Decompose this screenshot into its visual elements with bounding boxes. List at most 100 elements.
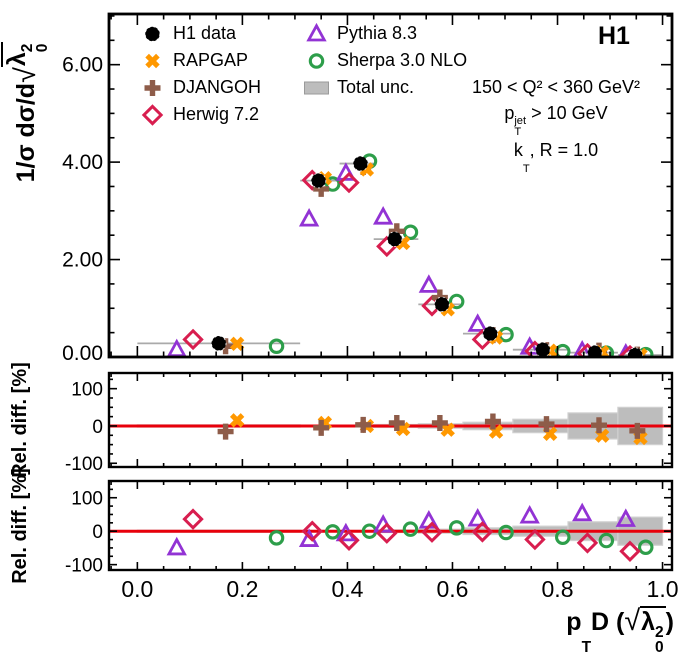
legend-label: Herwig 7.2 <box>173 104 260 124</box>
kinematic-cuts: 150 < Q² < 360 GeV² p jet T > 10 GeV k T, … <box>442 74 670 174</box>
h1-legend-marker <box>144 25 161 42</box>
lambda-symbol: λ <box>3 52 32 67</box>
main-content <box>137 153 663 358</box>
herwig-marker <box>182 328 204 351</box>
pythia-marker <box>519 505 540 524</box>
legend-item-pythia: Pythia 8.3 <box>303 20 467 47</box>
y-axis-title-main: 1/σ dσ/d √ λ 2 0 <box>1 4 51 220</box>
herwig-marker <box>182 508 204 530</box>
rel-diff-models-frame <box>107 479 674 572</box>
h1-marker <box>482 325 498 342</box>
djangoh-marker <box>590 417 607 434</box>
y-tick-label: 100 <box>71 489 103 510</box>
djangoh-marker <box>538 416 555 433</box>
djangoh-marker-icon <box>139 75 166 101</box>
h1-marker <box>627 347 643 358</box>
djangoh-marker <box>355 416 372 433</box>
herwig-marker <box>376 522 398 544</box>
legend-left-column: H1 data RAPGAP DJANGOH Herwig 7.2 <box>139 20 261 128</box>
legend-label: Total unc. <box>337 77 415 97</box>
y-axis-title-ratio-bottom: Rel. diff. [%] <box>8 468 31 584</box>
sqrt-icon: √ <box>9 67 42 83</box>
legend-item-h1-data: H1 data <box>139 20 261 47</box>
sherpa-marker <box>324 524 341 540</box>
y-tick-label: 2.00 <box>62 249 103 272</box>
legend-item-djangoh: DJANGOH <box>139 74 261 101</box>
sherpa-marker <box>637 539 654 555</box>
h1-marker <box>387 231 403 247</box>
pythia-marker <box>372 206 394 225</box>
y-tick-label: 6.00 <box>62 54 103 77</box>
sherpa-marker <box>402 521 419 537</box>
djangoh-marker <box>217 423 234 440</box>
legend-label: DJANGOH <box>173 77 262 97</box>
herwig-marker <box>421 521 443 543</box>
uncertainty-band-icon <box>303 75 330 101</box>
experiment-label: H1 <box>598 22 630 50</box>
x-title-sub: T <box>581 638 592 656</box>
rel-diff-models-content <box>109 502 672 562</box>
h1-marker <box>211 335 227 352</box>
herwig-marker <box>338 171 360 194</box>
rapgap-marker <box>229 413 245 428</box>
x-tick-label: 0.2 <box>226 576 258 602</box>
h1-marker <box>434 296 450 313</box>
djangoh-marker <box>217 338 234 355</box>
x-tick-label: 0.4 <box>331 576 363 602</box>
djangoh-marker <box>313 180 330 197</box>
y-tick-label: -100 <box>65 556 103 577</box>
pythia-marker <box>572 502 593 522</box>
x-tick-label: 0.8 <box>542 576 574 602</box>
y-tick-label: 4.00 <box>62 151 103 174</box>
pythia-marker <box>467 313 488 332</box>
x-tick-label: 0.0 <box>121 576 153 602</box>
sherpa-marker <box>268 338 285 355</box>
rel-diff-mc-content <box>109 406 672 446</box>
legend-label: Pythia 8.3 <box>337 23 418 43</box>
herwig-legend-marker <box>141 103 164 126</box>
djangoh-marker <box>388 223 405 240</box>
legend-label: Sherpa 3.0 NLO <box>337 50 468 70</box>
herwig-marker <box>619 540 641 562</box>
y-tick-label: 100 <box>71 380 103 401</box>
djangoh-marker <box>629 422 646 439</box>
x-title-base: p <box>566 608 582 636</box>
cut-q2: 150 < Q² < 360 GeV² <box>471 77 641 97</box>
pythia-marker <box>615 508 636 527</box>
rapgap-marker-icon <box>139 48 166 74</box>
legend-item-rapgap: RAPGAP <box>139 47 261 74</box>
rel-diff-mc-frame <box>107 371 674 469</box>
h1-marker <box>535 341 551 358</box>
herwig-marker <box>576 532 599 554</box>
h1-data-marker-icon <box>139 21 166 47</box>
sherpa-marker <box>555 529 571 545</box>
y-tick-label: 0 <box>92 522 103 543</box>
pythia-marker <box>335 162 357 181</box>
pythia-marker <box>418 274 440 293</box>
djangoh-marker <box>431 414 448 431</box>
h1-marker <box>310 172 327 189</box>
pythia-marker <box>467 508 488 527</box>
legend-item-sherpa: Sherpa 3.0 NLO <box>303 47 467 74</box>
h1-marker <box>352 155 369 172</box>
djangoh-marker <box>484 413 501 430</box>
pythia-marker <box>166 536 187 556</box>
sherpa-marker <box>448 293 465 310</box>
x-tick-label: 0.6 <box>436 576 468 602</box>
legend-right-column: Pythia 8.3 Sherpa 3.0 NLO Total unc. <box>303 20 467 101</box>
djangoh-legend-marker <box>144 79 161 96</box>
cut-kt: k T, R = 1.0 <box>513 140 599 175</box>
herwig-marker <box>338 529 360 551</box>
rapgap-legend-marker <box>145 53 160 68</box>
herwig-marker <box>471 521 494 543</box>
rapgap-marker <box>440 422 455 437</box>
sqrt-icon: √ <box>624 605 641 637</box>
unc-legend-marker <box>304 81 329 94</box>
y-tick-label: 0.00 <box>62 342 103 365</box>
legend-item-total-unc: Total unc. <box>303 74 467 101</box>
herwig-marker <box>524 528 546 551</box>
